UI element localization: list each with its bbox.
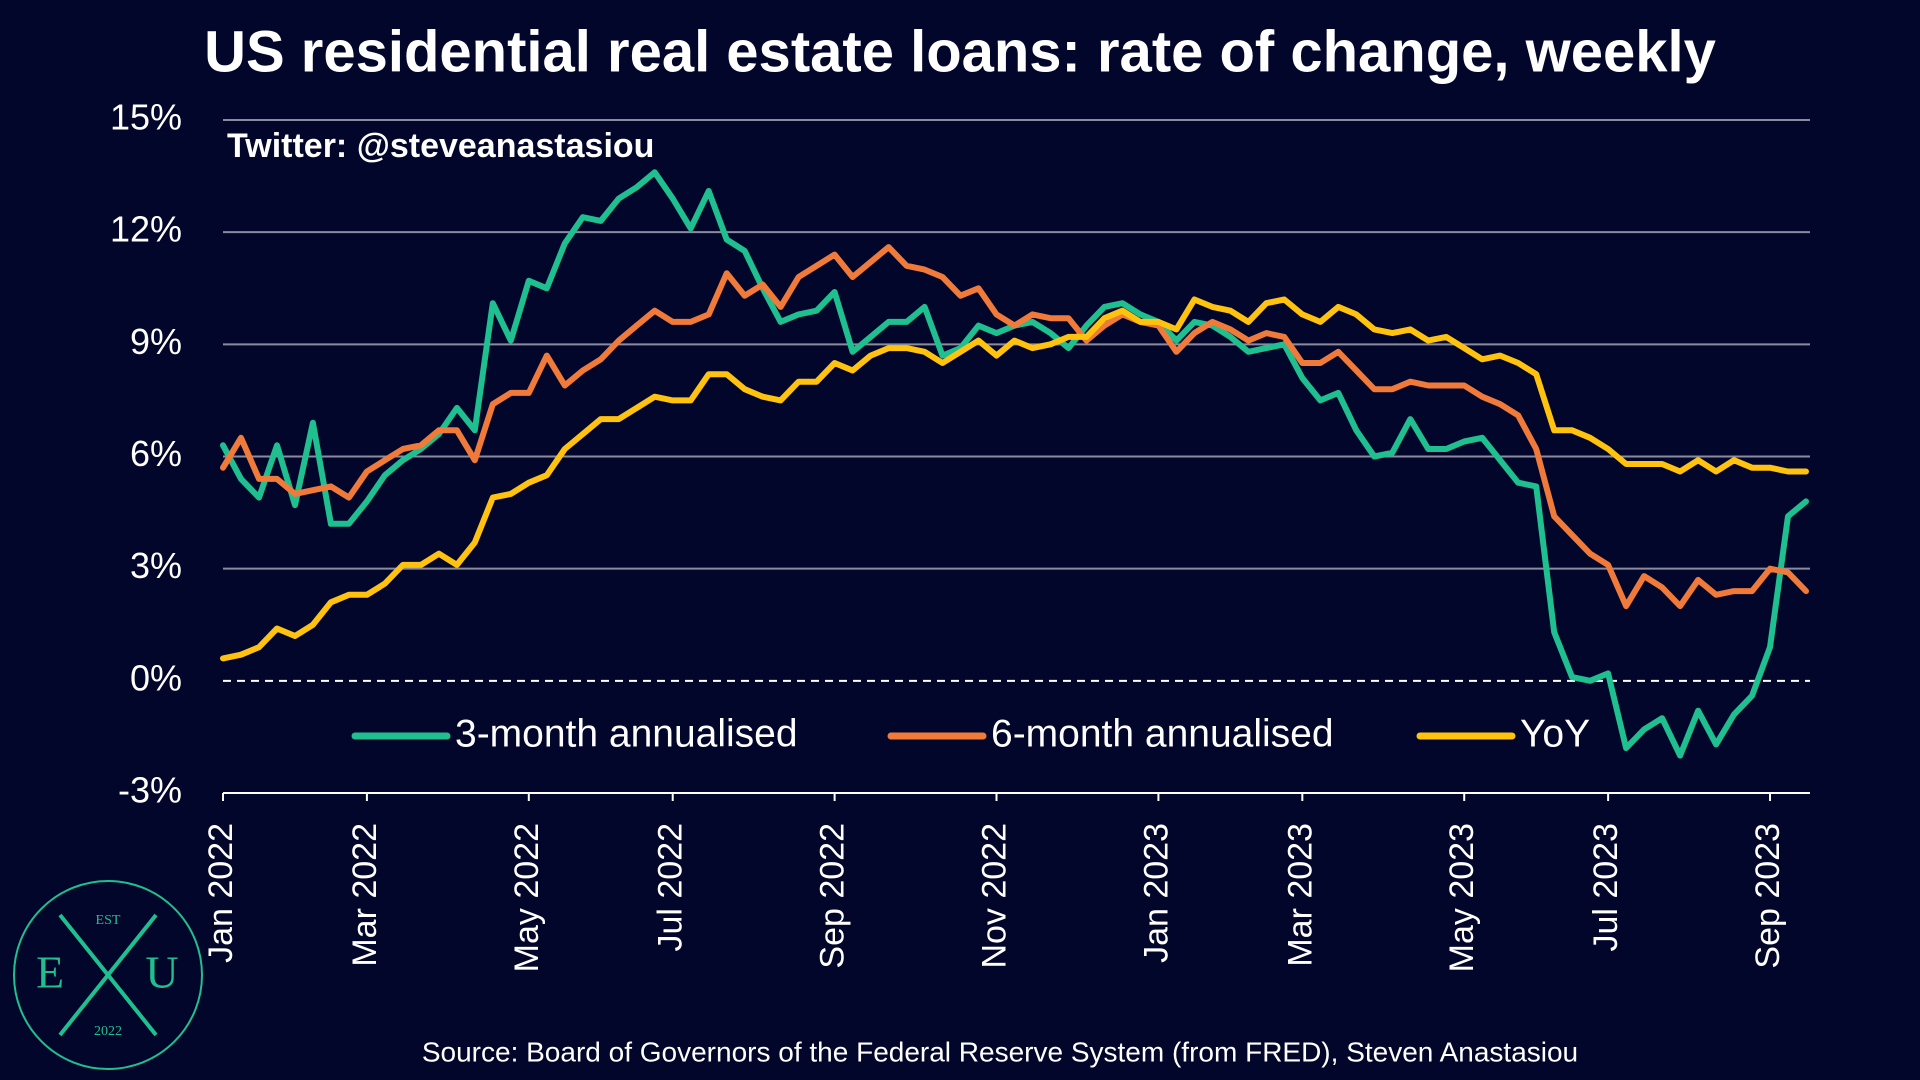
y-tick-label: 3% bbox=[130, 545, 182, 586]
x-tick-label: Jul 2022 bbox=[652, 823, 690, 952]
y-tick-label: 9% bbox=[130, 321, 182, 362]
x-tick-label: Mar 2023 bbox=[1281, 823, 1319, 967]
source: Source: Board of Governors of the Federa… bbox=[422, 1036, 1578, 1067]
legend-item: 6-month annualised bbox=[887, 712, 1334, 755]
series-line bbox=[220, 296, 1809, 662]
x-tick-label: May 2022 bbox=[508, 823, 546, 972]
logo-text: E bbox=[36, 947, 64, 998]
chart-title: US residential real estate loans: rate o… bbox=[204, 19, 1716, 84]
legend-label: 3-month annualised bbox=[455, 712, 798, 755]
x-tick-label: Sep 2022 bbox=[814, 823, 852, 969]
logo-text: U bbox=[145, 947, 178, 998]
y-tick-label: 0% bbox=[130, 657, 182, 698]
y-tick-label: 12% bbox=[110, 209, 182, 250]
y-tick-label: 15% bbox=[110, 97, 182, 138]
logo-text: EST bbox=[96, 913, 121, 928]
legend-item: 3-month annualised bbox=[351, 712, 798, 755]
annotation: Twitter: @steveanastasiou bbox=[227, 127, 654, 165]
logo: EST E U 2022 bbox=[13, 880, 203, 1070]
logo-cross bbox=[58, 913, 158, 1037]
logo-ring bbox=[13, 880, 203, 1070]
x-tick-label: Jan 2022 bbox=[202, 823, 240, 963]
legend-label: YoY bbox=[1520, 712, 1590, 755]
y-tick-label: -3% bbox=[118, 770, 182, 811]
x-tick-label: Jul 2023 bbox=[1587, 823, 1625, 952]
x-tick-label: Mar 2022 bbox=[346, 823, 384, 967]
legend-item: YoY bbox=[1416, 712, 1590, 755]
logo-text: 2022 bbox=[94, 1024, 122, 1039]
legend-label: 6-month annualised bbox=[991, 712, 1334, 755]
x-tick-label: Jan 2023 bbox=[1137, 823, 1175, 963]
series-line bbox=[220, 244, 1809, 610]
x-tick-label: Sep 2023 bbox=[1749, 823, 1787, 969]
y-tick-label: 6% bbox=[130, 433, 182, 474]
x-tick-label: Nov 2022 bbox=[975, 823, 1013, 969]
x-tick-label: May 2023 bbox=[1443, 823, 1481, 972]
